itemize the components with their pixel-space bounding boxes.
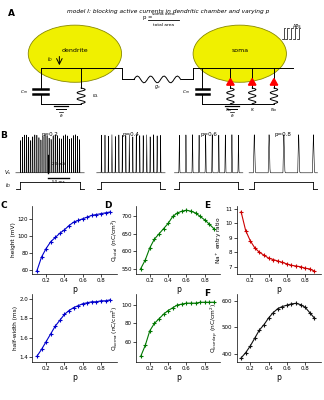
- Text: $I_{Na}$: $I_{Na}$: [226, 106, 232, 114]
- Text: $\delta$: $\delta$: [230, 112, 234, 119]
- X-axis label: p: p: [72, 372, 77, 382]
- Text: $V_s$: $V_s$: [4, 168, 11, 177]
- Text: 50 ms: 50 ms: [52, 180, 65, 184]
- Text: $I_{DL}$: $I_{DL}$: [92, 92, 99, 100]
- Polygon shape: [249, 78, 256, 85]
- Y-axis label: Q$_{total}$ (nC/cm$^2$): Q$_{total}$ (nC/cm$^2$): [110, 218, 120, 262]
- X-axis label: p: p: [176, 372, 181, 382]
- Text: $C_m$: $C_m$: [182, 88, 190, 96]
- Y-axis label: Q$_{soma}$ (nC/cm$^2$): Q$_{soma}$ (nC/cm$^2$): [110, 305, 120, 351]
- Text: $I_D$: $I_D$: [5, 181, 11, 190]
- Text: p=0.8: p=0.8: [275, 132, 292, 137]
- Polygon shape: [270, 78, 278, 85]
- Ellipse shape: [28, 25, 122, 82]
- Text: APs: APs: [293, 24, 302, 29]
- X-axis label: p: p: [276, 372, 281, 382]
- Text: $I_K$: $I_K$: [249, 106, 255, 114]
- Ellipse shape: [193, 25, 286, 82]
- Text: D: D: [104, 200, 111, 210]
- X-axis label: p: p: [276, 284, 281, 294]
- Text: $g_c$: $g_c$: [154, 84, 161, 92]
- Text: model I: blocking active currents in dendritic chamber and varying p: model I: blocking active currents in den…: [67, 10, 270, 14]
- Text: $I_D$: $I_D$: [47, 55, 53, 64]
- Text: p =: p =: [143, 16, 154, 20]
- Text: $C_m$: $C_m$: [20, 88, 28, 96]
- Y-axis label: Na$^+$ entry ratio: Na$^+$ entry ratio: [214, 216, 224, 264]
- Text: $\delta$: $\delta$: [59, 112, 63, 119]
- Text: soma: soma: [231, 48, 248, 53]
- Text: B: B: [0, 131, 7, 140]
- Text: p=0.4: p=0.4: [122, 132, 139, 137]
- Y-axis label: Q$_{overlap}$ (nC/cm$^2$): Q$_{overlap}$ (nC/cm$^2$): [209, 303, 220, 353]
- Text: C: C: [0, 200, 7, 210]
- Text: dendrite: dendrite: [62, 48, 88, 53]
- Text: soma area: soma area: [152, 12, 175, 16]
- Text: total area: total area: [153, 22, 174, 26]
- X-axis label: p: p: [72, 284, 77, 294]
- Text: 20 mV: 20 mV: [52, 162, 65, 166]
- Y-axis label: half-width (ms): half-width (ms): [13, 306, 18, 350]
- Y-axis label: height (mV): height (mV): [11, 222, 16, 258]
- Text: F: F: [204, 288, 211, 298]
- Text: p=0.2: p=0.2: [41, 132, 58, 137]
- X-axis label: p: p: [176, 284, 181, 294]
- Text: $I_{Na}$: $I_{Na}$: [271, 106, 277, 114]
- Text: p=0.6: p=0.6: [200, 132, 217, 137]
- Polygon shape: [227, 78, 234, 85]
- Text: A: A: [8, 10, 15, 18]
- Text: E: E: [204, 200, 211, 210]
